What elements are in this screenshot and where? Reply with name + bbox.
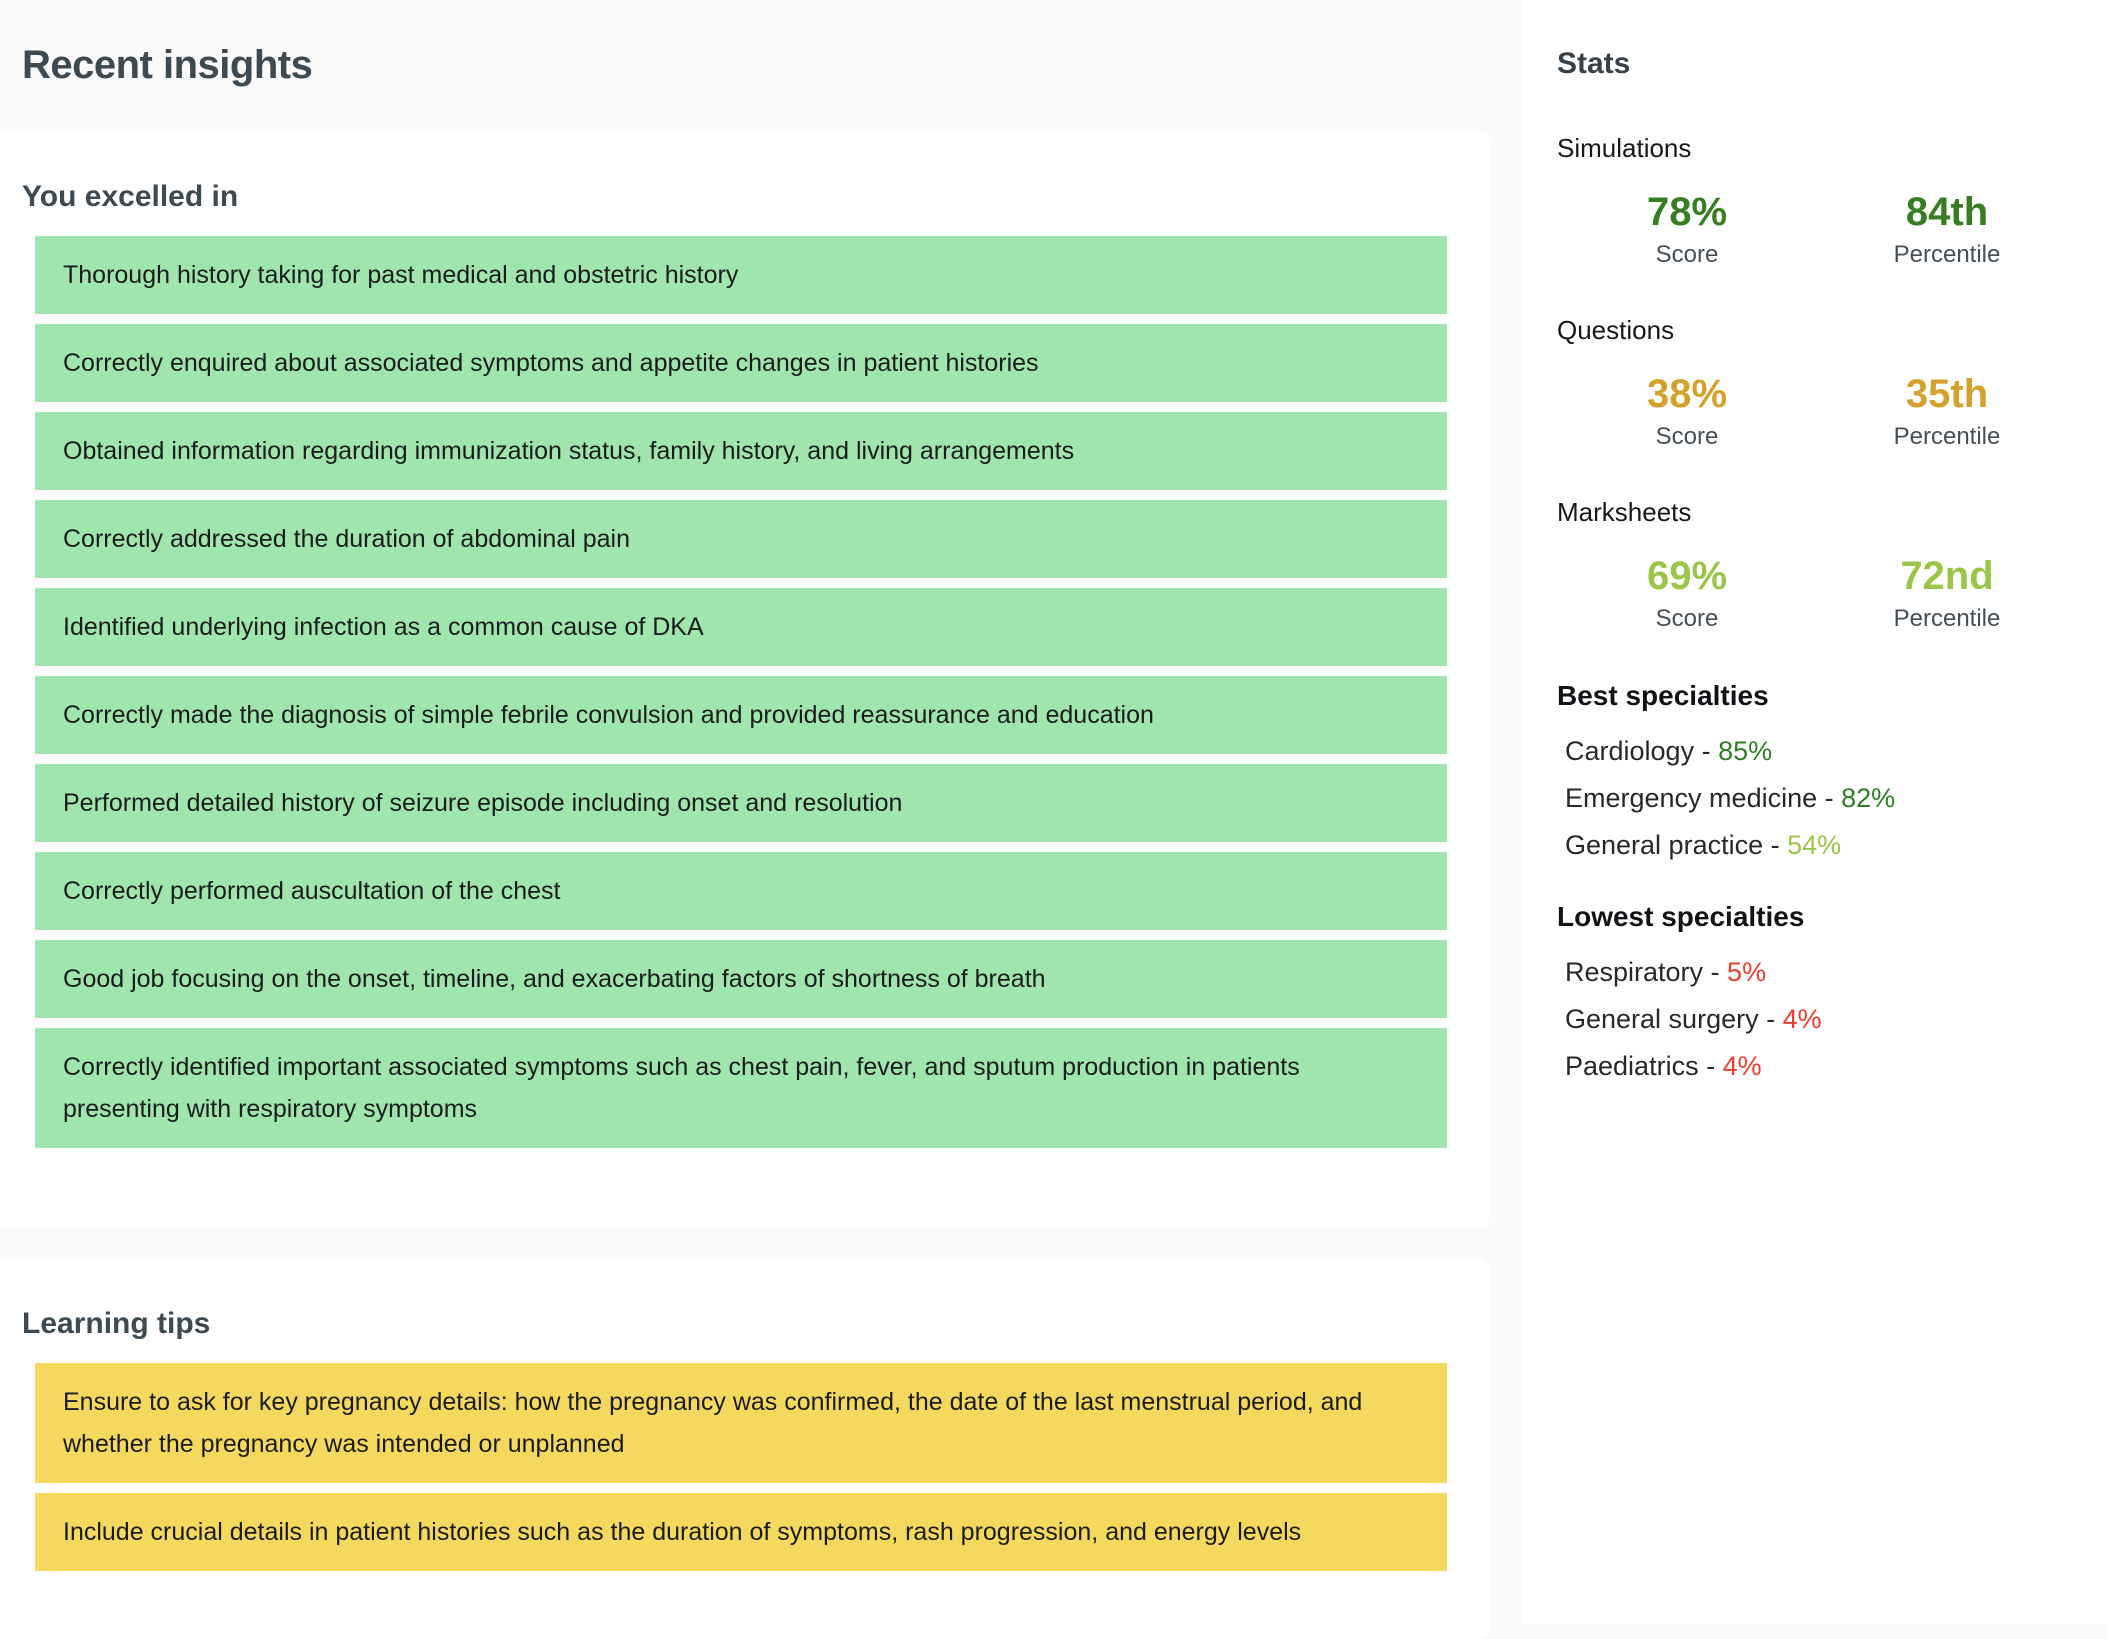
lowest-specialties-heading: Lowest specialties bbox=[1557, 901, 1805, 932]
specialty-name: Respiratory bbox=[1565, 957, 1704, 987]
specialty-row: Respiratory - 5% bbox=[1565, 957, 1767, 987]
specialty-value: 4% bbox=[1782, 1004, 1822, 1034]
stat-group: Marksheets 69% Score 72nd Percentile bbox=[1557, 496, 2077, 634]
stat-columns: 78% Score 84th Percentile bbox=[1557, 190, 2077, 270]
stat-group-label: Marksheets bbox=[1557, 497, 1692, 527]
page-title: Recent insights bbox=[22, 43, 313, 87]
specialty-name: Emergency medicine bbox=[1565, 783, 1818, 813]
excelled-item: Correctly made the diagnosis of simple f… bbox=[35, 676, 1447, 754]
stat-score-value: 38% bbox=[1646, 372, 1728, 416]
stat-score-cell: 69% Score bbox=[1557, 554, 1817, 634]
specialty-name: Paediatrics bbox=[1565, 1051, 1699, 1081]
stat-score-value: 69% bbox=[1646, 554, 1728, 598]
specialty-row: Cardiology - 85% bbox=[1565, 736, 1773, 766]
excelled-card: You excelled in Thorough history taking … bbox=[0, 132, 1490, 1227]
excelled-item: Correctly addressed the duration of abdo… bbox=[35, 500, 1447, 578]
excelled-item: Correctly identified important associate… bbox=[35, 1028, 1447, 1148]
excelled-item: Correctly enquired about associated symp… bbox=[35, 324, 1447, 402]
stat-score-label: Score bbox=[1655, 605, 1719, 632]
excelled-item: Identified underlying infection as a com… bbox=[35, 588, 1447, 666]
stats-groups: Simulations 78% Score 84th Percentile Questio… bbox=[1557, 132, 2077, 634]
stat-percentile-label: Percentile bbox=[1893, 423, 2001, 450]
stat-columns: 38% Score 35th Percentile bbox=[1557, 372, 2077, 452]
best-specialties-heading: Best specialties bbox=[1557, 680, 1769, 711]
stats-heading: Stats bbox=[1557, 47, 1631, 80]
stat-score-cell: 38% Score bbox=[1557, 372, 1817, 452]
stat-percentile-label: Percentile bbox=[1893, 241, 2001, 268]
stat-percentile-value: 84th bbox=[1905, 190, 1989, 234]
excelled-item: Obtained information regarding immunizat… bbox=[35, 412, 1447, 490]
tip-item: Include crucial details in patient histo… bbox=[35, 1493, 1447, 1571]
excelled-item: Performed detailed history of seizure ep… bbox=[35, 764, 1447, 842]
best-specialties-list: Cardiology - 85% Emergency medicine - 82%… bbox=[1557, 728, 2077, 869]
specialty-value: 54% bbox=[1787, 830, 1842, 860]
excelled-item: Good job focusing on the onset, timeline… bbox=[35, 940, 1447, 1018]
excelled-item: Correctly performed auscultation of the … bbox=[35, 852, 1447, 930]
specialty-name: General practice bbox=[1565, 830, 1764, 860]
stat-score-label: Score bbox=[1655, 241, 1719, 268]
tips-list: Ensure to ask for key pregnancy details:… bbox=[0, 1363, 1490, 1571]
stat-group-label: Questions bbox=[1557, 315, 1675, 345]
specialty-value: 82% bbox=[1841, 783, 1896, 813]
excelled-item: Thorough history taking for past medical… bbox=[35, 236, 1447, 314]
stats-sidebar: Stats Simulations 78% Score 84th Percentile Q… bbox=[1523, 0, 2107, 1624]
stat-percentile-cell: 35th Percentile bbox=[1817, 372, 2077, 452]
stat-columns: 69% Score 72nd Percentile bbox=[1557, 554, 2077, 634]
excelled-list: Thorough history taking for past medical… bbox=[0, 236, 1490, 1148]
stat-score-value: 78% bbox=[1646, 190, 1728, 234]
stat-score-cell: 78% Score bbox=[1557, 190, 1817, 270]
stat-percentile-cell: 72nd Percentile bbox=[1817, 554, 2077, 634]
specialty-name: Cardiology bbox=[1565, 736, 1695, 766]
tips-card: Learning tips Ensure to ask for key preg… bbox=[0, 1259, 1490, 1639]
specialty-value: 4% bbox=[1722, 1051, 1762, 1081]
lowest-specialties-list: Respiratory - 5% General surgery - 4% Paed… bbox=[1557, 949, 2077, 1090]
specialty-row: Paediatrics - 4% bbox=[1565, 1051, 1762, 1081]
specialty-row: General surgery - 4% bbox=[1565, 1004, 1822, 1034]
stat-group-label: Simulations bbox=[1557, 133, 1692, 163]
stat-group: Simulations 78% Score 84th Percentile bbox=[1557, 132, 2077, 270]
excelled-heading: You excelled in bbox=[22, 180, 239, 213]
stat-group: Questions 38% Score 35th Percentile bbox=[1557, 314, 2077, 452]
stat-percentile-value: 72nd bbox=[1900, 554, 1994, 598]
stat-percentile-value: 35th bbox=[1905, 372, 1989, 416]
stat-score-label: Score bbox=[1655, 423, 1719, 450]
stat-percentile-cell: 84th Percentile bbox=[1817, 190, 2077, 270]
specialty-name: General surgery bbox=[1565, 1004, 1759, 1034]
tip-item: Ensure to ask for key pregnancy details:… bbox=[35, 1363, 1447, 1483]
specialty-row: Emergency medicine - 82% bbox=[1565, 783, 1896, 813]
specialty-value: 5% bbox=[1727, 957, 1767, 987]
tips-heading: Learning tips bbox=[22, 1307, 211, 1340]
stat-percentile-label: Percentile bbox=[1893, 605, 2001, 632]
specialty-row: General practice - 54% bbox=[1565, 830, 1842, 860]
specialty-value: 85% bbox=[1718, 736, 1773, 766]
